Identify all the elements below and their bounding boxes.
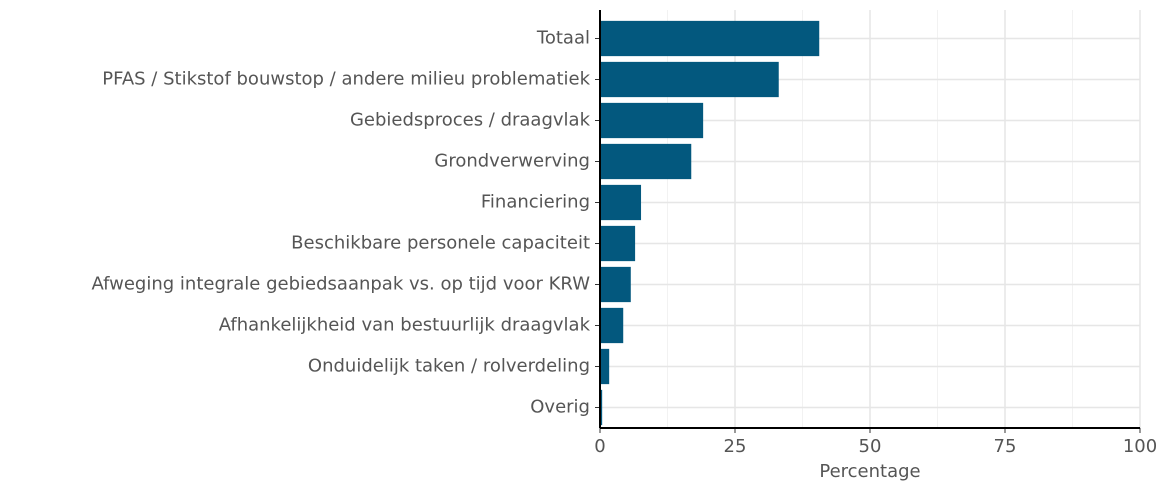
x-tick-label: 75 xyxy=(994,436,1017,457)
y-tick-label: Grondverwerving xyxy=(434,151,590,172)
x-tick-label: 100 xyxy=(1123,436,1157,457)
x-axis-label: Percentage xyxy=(819,461,920,482)
bar xyxy=(600,61,779,98)
bar xyxy=(600,20,820,57)
y-tick-label: Gebiedsproces / draagvlak xyxy=(350,110,591,131)
x-tick-label: 0 xyxy=(594,436,605,457)
y-tick-label: Afweging integrale gebiedsaanpak vs. op … xyxy=(91,274,590,295)
bar xyxy=(600,184,642,221)
bar xyxy=(600,266,631,303)
bar xyxy=(600,348,610,385)
x-tick-label: 50 xyxy=(859,436,882,457)
bar xyxy=(600,389,603,426)
bar xyxy=(600,143,692,180)
y-tick-label: PFAS / Stikstof bouwstop / andere milieu… xyxy=(102,69,590,90)
y-tick-label: Beschikbare personele capaciteit xyxy=(291,233,590,254)
y-tick-label: Afhankelijkheid van bestuurlijk draagvla… xyxy=(219,315,591,336)
bar xyxy=(600,102,704,139)
bar xyxy=(600,307,624,344)
x-tick-label: 25 xyxy=(724,436,747,457)
bar xyxy=(600,225,636,262)
y-tick-label: Totaal xyxy=(536,28,590,49)
y-tick-label: Financiering xyxy=(481,192,590,213)
y-tick-label: Onduidelijk taken / rolverdeling xyxy=(308,356,590,377)
y-tick-label: Overig xyxy=(530,397,590,418)
